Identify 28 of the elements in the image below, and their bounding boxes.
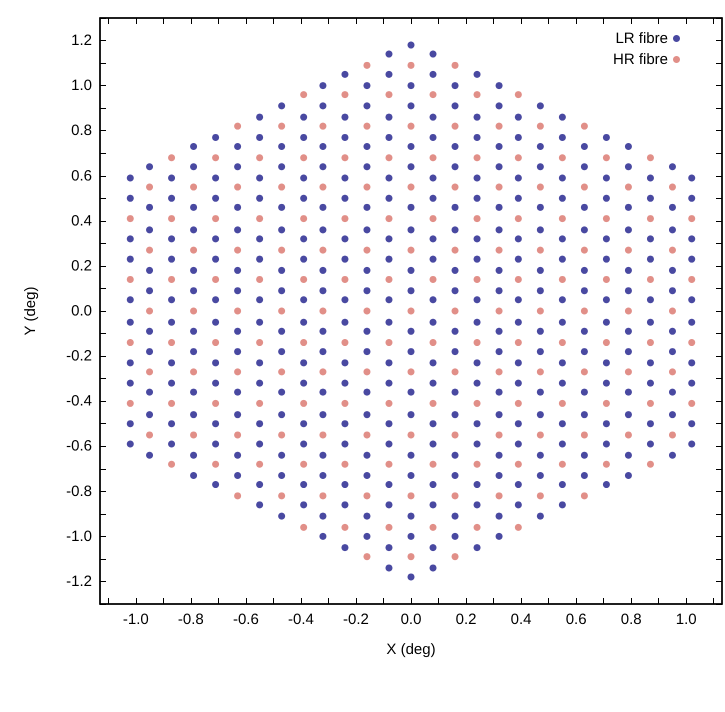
x-tick-label: -1.0 bbox=[122, 611, 149, 628]
x-tick-label: 0.4 bbox=[510, 611, 532, 628]
x-tick-label: 1.0 bbox=[676, 611, 697, 628]
y-tick-label: -0.4 bbox=[66, 392, 92, 410]
x-tick-label: 0.6 bbox=[566, 611, 587, 628]
y-tick-label: -1.0 bbox=[66, 528, 92, 545]
y-tick-label: 1.0 bbox=[71, 77, 92, 94]
legend-label: LR fibre bbox=[615, 30, 668, 47]
x-tick-label: 0.2 bbox=[456, 611, 476, 628]
x-tick-label: -0.6 bbox=[232, 611, 259, 628]
y-tick-label: -0.2 bbox=[66, 348, 92, 365]
y-axis-title: Y (deg) bbox=[22, 286, 39, 336]
y-tick-label: 0.6 bbox=[71, 167, 92, 184]
y-tick-label: 0.8 bbox=[71, 122, 92, 140]
x-tick-label: 0.8 bbox=[620, 611, 642, 628]
y-tick-label: -0.6 bbox=[66, 438, 92, 455]
x-tick-label: -0.8 bbox=[178, 611, 204, 628]
legend-label: HR fibre bbox=[612, 51, 668, 68]
y-tick-label: 0.0 bbox=[71, 302, 92, 320]
x-axis-title: X (deg) bbox=[386, 641, 436, 658]
y-tick-label: -0.8 bbox=[66, 482, 92, 500]
x-tick-label: -0.4 bbox=[288, 611, 314, 628]
y-tick-label: 0.2 bbox=[71, 257, 92, 274]
x-tick-label: -0.2 bbox=[343, 611, 369, 628]
y-tick-label: 1.2 bbox=[71, 32, 92, 50]
y-tick-label: 0.4 bbox=[71, 212, 92, 230]
x-tick-label: 0.0 bbox=[400, 611, 422, 628]
y-tick-label: -1.2 bbox=[66, 572, 92, 590]
